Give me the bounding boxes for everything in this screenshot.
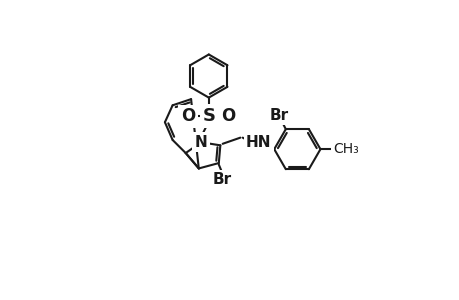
Text: Br: Br [213, 172, 232, 188]
Text: Br: Br [269, 108, 289, 123]
Text: O: O [180, 107, 195, 125]
Text: HN: HN [246, 135, 271, 150]
Text: N: N [194, 135, 207, 150]
Text: CH₃: CH₃ [332, 142, 358, 156]
Text: O: O [220, 107, 235, 125]
Text: S: S [202, 107, 215, 125]
